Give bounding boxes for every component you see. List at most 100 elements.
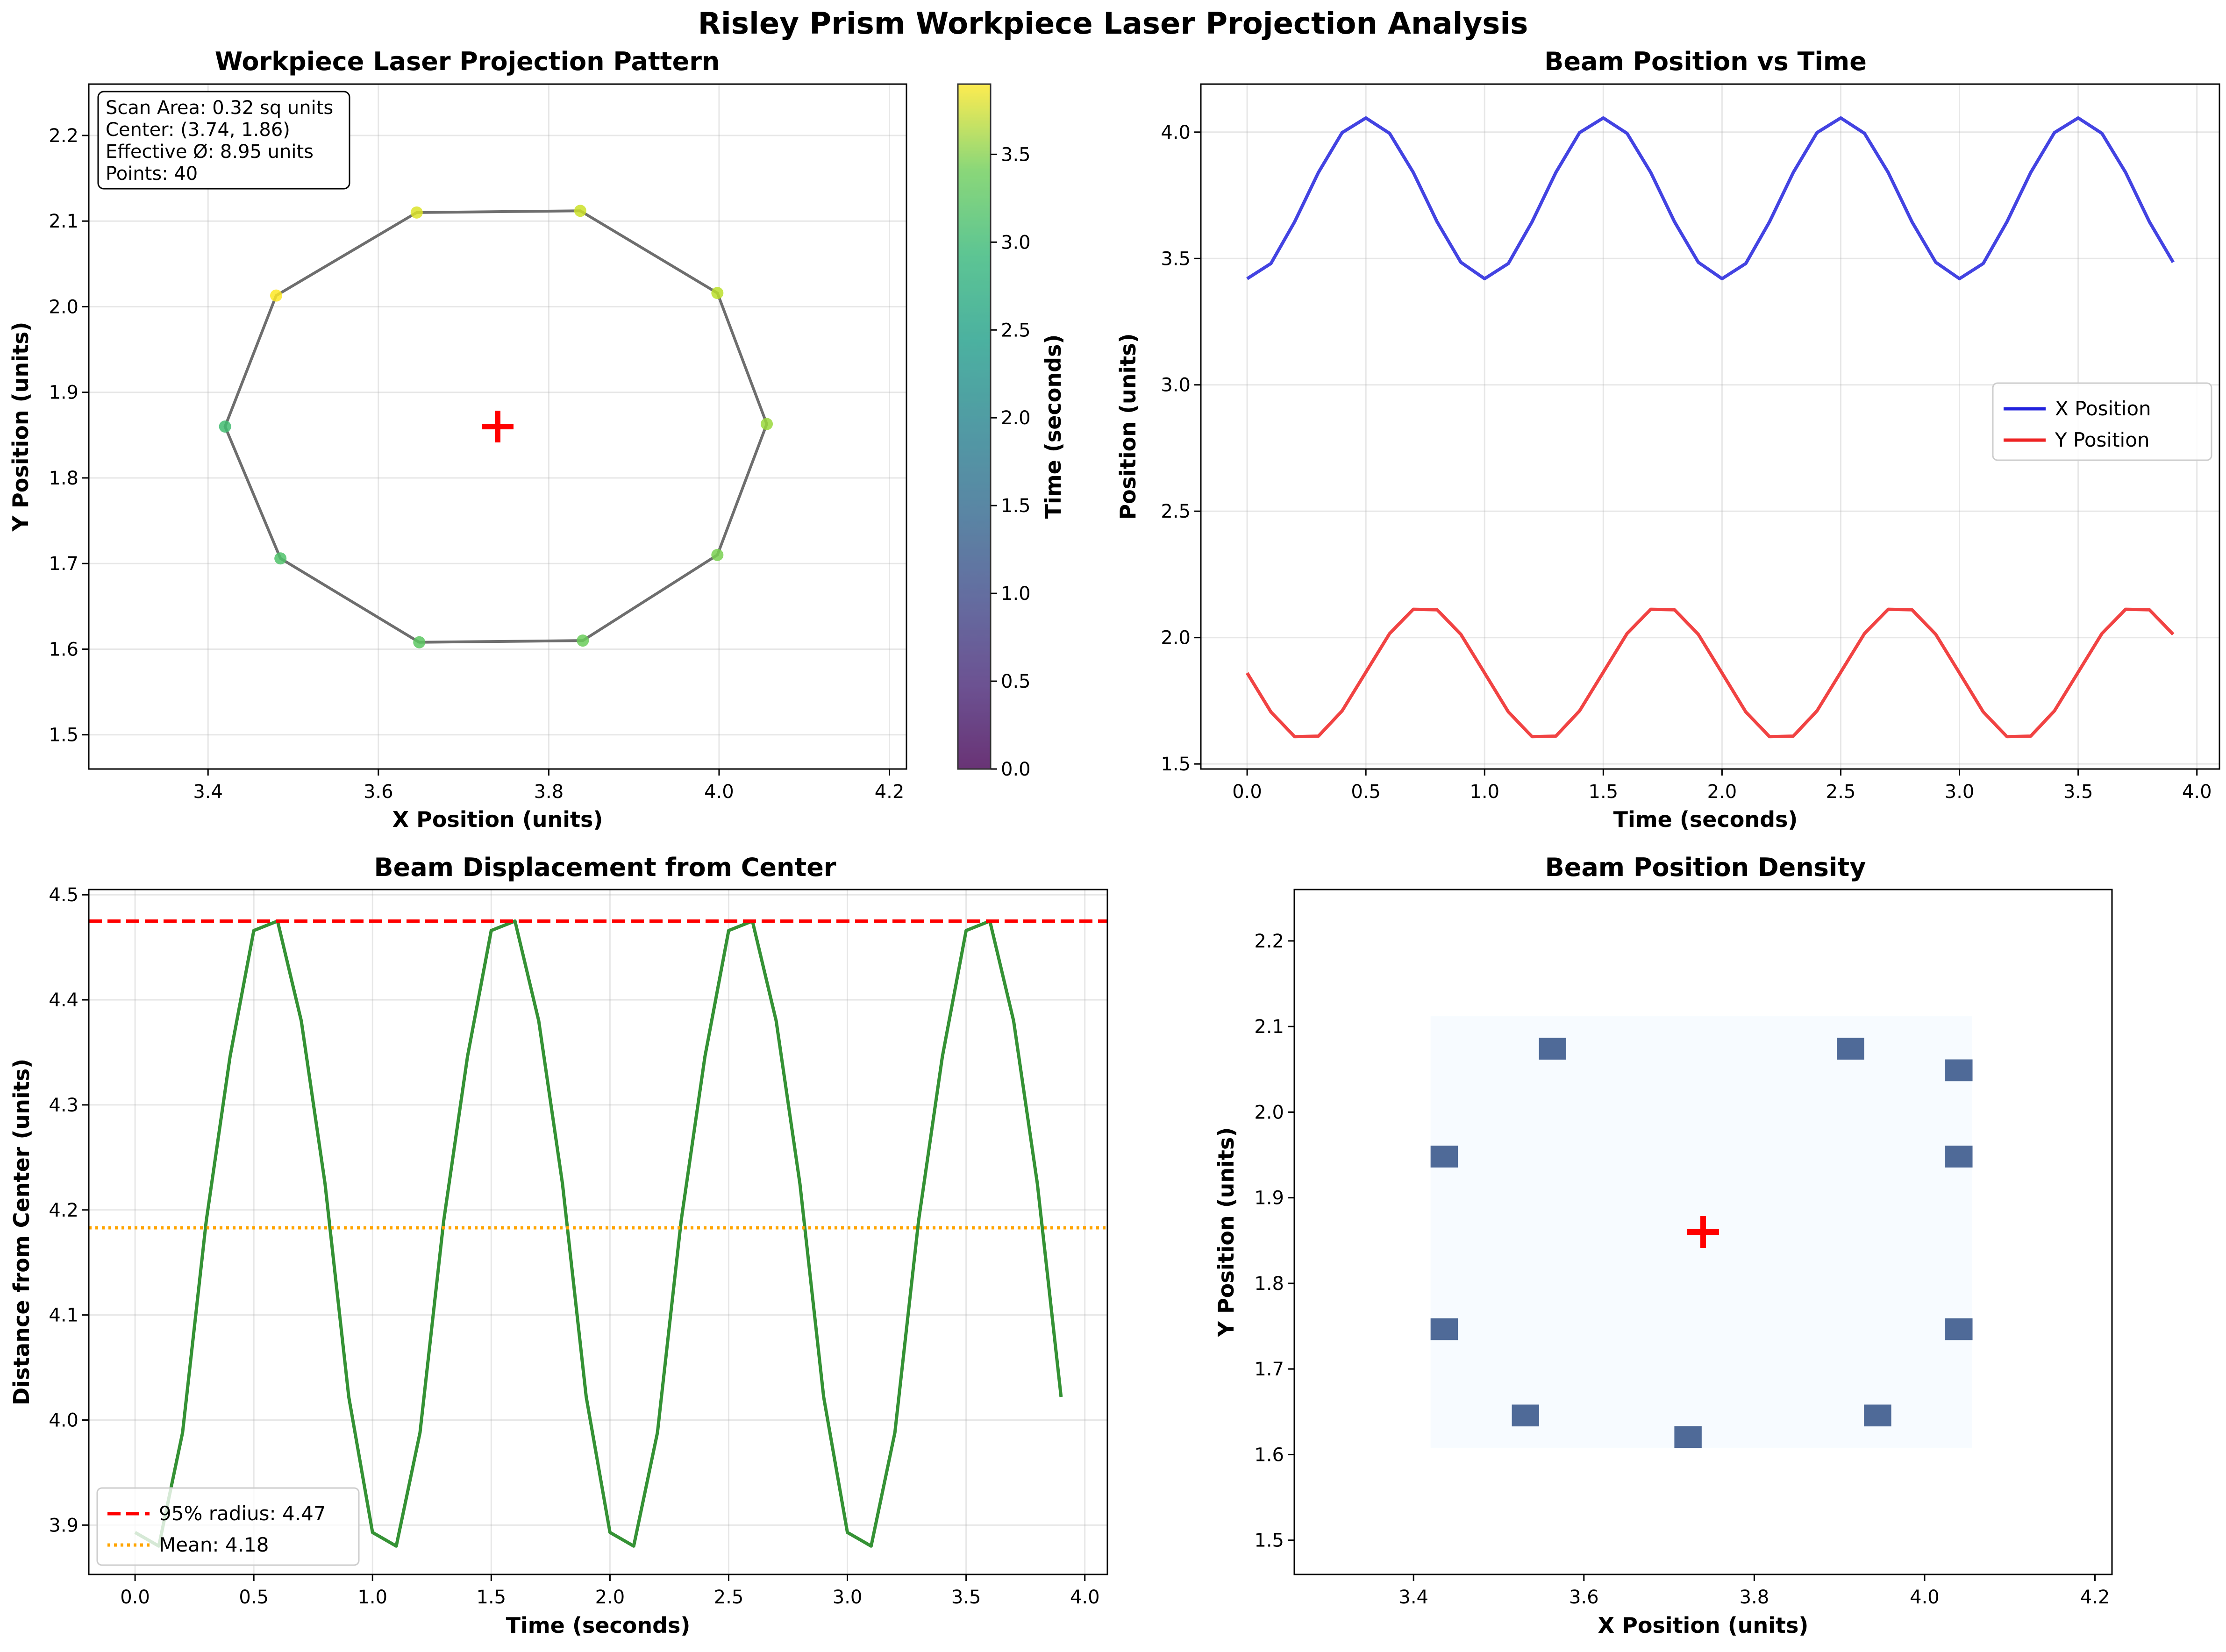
tick-label-x: 3.6 — [364, 781, 393, 803]
tick-label-x: 2.0 — [1707, 781, 1737, 803]
figure-suptitle: Risley Prism Workpiece Laser Projection … — [698, 7, 1528, 41]
tick-label-y: 4.5 — [49, 884, 78, 906]
tick-label-x: 3.0 — [833, 1587, 863, 1608]
tick-label-y: 2.0 — [49, 296, 78, 318]
displacement-legend: 95% radius: 4.47 Mean: 4.18 — [96, 1487, 360, 1566]
y-position-line — [1246, 607, 2175, 739]
tick-label-y: 4.3 — [49, 1095, 78, 1116]
colorbar-ticks: 0.0 0.5 1.0 1.5 2.0 2.5 3.0 3.5 — [991, 144, 1031, 780]
density-cell — [1945, 1059, 1973, 1082]
pattern-frame — [88, 83, 907, 770]
colorbar-tick-label: 0.0 — [1001, 759, 1031, 780]
density-center-marker — [1687, 1216, 1719, 1248]
position-time-legend: X Position Y Position — [1992, 382, 2212, 461]
tick-label-x: 2.5 — [714, 1587, 744, 1608]
density-title: Beam Position Density — [1545, 853, 1866, 882]
density-cell — [1864, 1404, 1891, 1427]
position-time-frame — [1200, 83, 2220, 770]
colorbar-tick-label: 1.5 — [1001, 495, 1031, 517]
pattern-panel: Workpiece Laser Projection Pattern 3.4 3.… — [8, 47, 907, 832]
displacement-grid — [89, 890, 1107, 1574]
info-box-line-4: Points: 40 — [106, 163, 198, 185]
scan-point — [274, 552, 287, 565]
center-marker — [482, 411, 514, 442]
displacement-ylabel: Distance from Center (units) — [9, 1059, 34, 1405]
displacement-title: Beam Displacement from Center — [374, 853, 836, 882]
pattern-title: Workpiece Laser Projection Pattern — [215, 47, 720, 76]
density-cell — [1674, 1426, 1702, 1448]
tick-label-x: 2.0 — [595, 1587, 625, 1608]
tick-label-y: 1.7 — [49, 553, 78, 575]
density-cell — [1837, 1038, 1864, 1060]
tick-label-y: 4.4 — [49, 990, 78, 1011]
tick-label-y: 1.5 — [1161, 754, 1191, 775]
scan-point — [574, 205, 586, 217]
displacement-line — [134, 919, 1063, 1548]
tick-label-x: 4.2 — [2080, 1587, 2110, 1608]
scan-point — [413, 636, 426, 648]
tick-label-x: 0.0 — [1232, 781, 1262, 803]
scan-point — [219, 420, 231, 433]
tick-label-y: 3.5 — [1161, 248, 1191, 270]
info-box-line-1: Scan Area: 0.32 sq units — [106, 97, 333, 119]
position-time-lines — [1246, 116, 2175, 739]
density-cell — [1512, 1404, 1540, 1427]
tick-label-x: 4.0 — [2182, 781, 2212, 803]
tick-label-y: 2.1 — [49, 211, 78, 232]
density-cell — [1539, 1038, 1567, 1060]
tick-label-x: 3.8 — [534, 781, 564, 803]
position-time-panel: Beam Position vs Time 0.0 0.5 1.0 1.5 2.0 2.5… — [1115, 47, 2220, 832]
density-xlabel: X Position (units) — [1598, 1613, 1809, 1638]
position-time-xlabel: Time (seconds) — [1613, 807, 1798, 832]
tick-label-y: 1.9 — [1254, 1188, 1284, 1209]
scan-point — [711, 287, 724, 299]
tick-label-x: 4.0 — [1070, 1587, 1100, 1608]
tick-label-x: 4.0 — [1910, 1587, 1940, 1608]
tick-label-y: 1.5 — [1254, 1530, 1284, 1552]
tick-label-y: 1.6 — [49, 639, 78, 660]
colorbar-gradient — [957, 83, 992, 770]
displacement-lines — [89, 919, 1107, 1548]
scan-point — [761, 418, 773, 430]
tick-label-y: 1.6 — [1254, 1444, 1284, 1466]
tick-label-y: 4.2 — [49, 1200, 78, 1221]
density-cells — [1430, 1038, 1973, 1448]
position-time-title: Beam Position vs Time — [1544, 47, 1867, 76]
scan-point — [577, 634, 589, 647]
tick-label-y: 4.1 — [49, 1305, 78, 1326]
density-frame — [1293, 889, 2113, 1575]
info-box-line-3: Effective Ø: 8.95 units — [106, 141, 314, 163]
pattern-center-marker — [482, 411, 514, 442]
tick-label-x: 1.5 — [477, 1587, 507, 1608]
tick-label-y: 1.8 — [49, 468, 78, 489]
tick-label-x: 3.0 — [1945, 781, 1975, 803]
tick-label-y: 3.9 — [49, 1515, 78, 1536]
colorbar-tick-label: 0.5 — [1001, 671, 1031, 692]
tick-label-x: 1.5 — [1589, 781, 1619, 803]
tick-label-x: 1.0 — [357, 1587, 387, 1608]
tick-label-y: 2.2 — [1254, 931, 1284, 952]
tick-label-x: 4.2 — [875, 781, 905, 803]
tick-label-x: 0.5 — [1351, 781, 1381, 803]
density-cell — [1945, 1146, 1973, 1168]
pattern-ticks: 3.4 3.6 3.8 4.0 4.2 1.5 1.6 1.7 1.8 1.9 2.0 2.1 2.2 — [49, 125, 904, 803]
tick-label-y: 4.0 — [1161, 122, 1191, 143]
tick-label-y: 3.0 — [1161, 375, 1191, 396]
density-cell — [1430, 1146, 1458, 1168]
legend-y-label: Y Position — [2055, 428, 2150, 451]
tick-label-x: 3.8 — [1740, 1587, 1769, 1608]
tick-label-y: 2.0 — [1254, 1102, 1284, 1123]
colorbar-label: Time (seconds) — [1041, 335, 1066, 519]
colorbar-tick-label: 2.0 — [1001, 407, 1031, 429]
scan-point — [711, 548, 724, 561]
density-ticks: 3.4 3.6 3.8 4.0 4.2 1.5 1.6 1.7 1.8 1.9 2.0 2.1 2.2 — [1254, 931, 2110, 1608]
displacement-xlabel: Time (seconds) — [506, 1613, 691, 1638]
tick-label-x: 0.0 — [120, 1587, 150, 1608]
tick-label-x: 1.0 — [1470, 781, 1499, 803]
tick-label-y: 2.1 — [1254, 1016, 1284, 1038]
colorbar-tick-label: 2.5 — [1001, 320, 1031, 341]
legend-radius-label: 95% radius: 4.47 — [159, 1502, 326, 1525]
colorbar-tick-label: 3.5 — [1001, 144, 1031, 165]
pattern-colorbar: 0.0 0.5 1.0 1.5 2.0 2.5 3.0 3.5 Time (seconds) — [957, 83, 1066, 780]
